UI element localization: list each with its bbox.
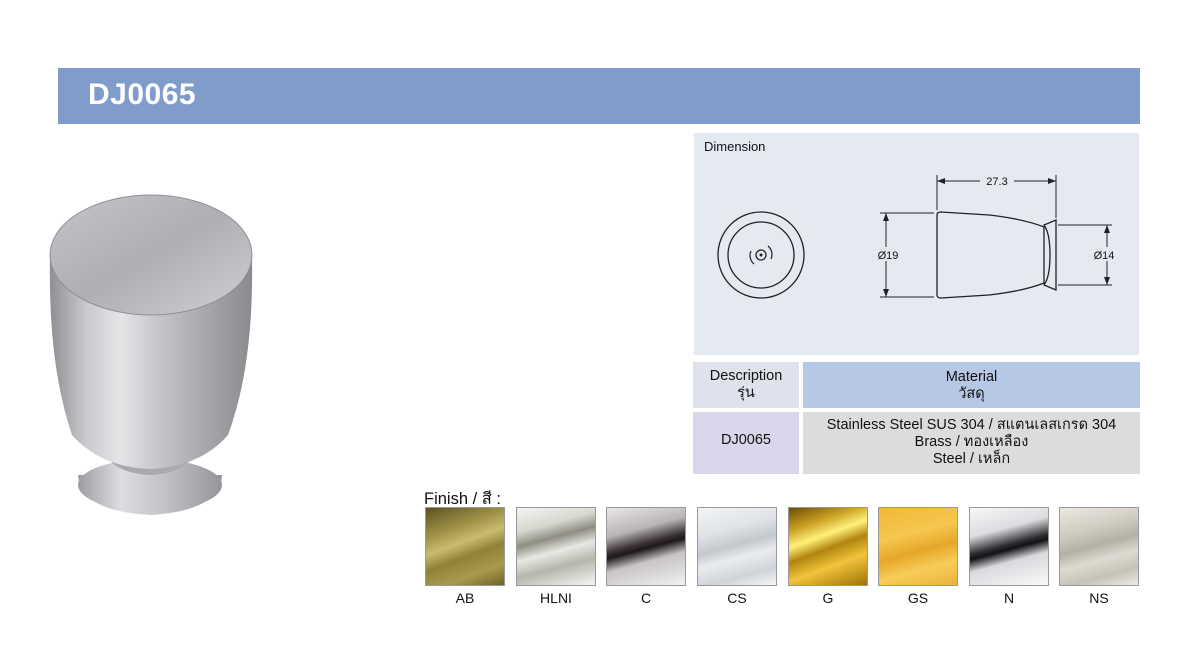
material-cell: Stainless Steel SUS 304 / สแตนเลสเกรด 30… xyxy=(803,412,1140,474)
material-line: Steel / เหล็ก xyxy=(932,451,1011,467)
material-header-label: Material xyxy=(945,369,998,385)
finish-label-ns: NS xyxy=(1089,590,1109,606)
finish-label-ab: AB xyxy=(455,590,475,606)
finish-swatch-n xyxy=(969,507,1049,586)
product-model-title: DJ0065 xyxy=(88,78,197,111)
front-view-center-screw xyxy=(755,249,767,261)
finish-label-c: C xyxy=(640,590,652,606)
finish-label-gs: GS xyxy=(907,590,929,606)
model-cell: DJ0065 xyxy=(693,412,799,474)
dimension-drawing: 27.3 Ø19 Ø14 xyxy=(717,173,1121,299)
large-diameter-label: Ø19 xyxy=(878,250,899,262)
finish-label-hlni: HLNI xyxy=(540,590,572,606)
finish-swatch-ns xyxy=(1059,507,1139,586)
finish-swatch-g xyxy=(788,507,868,586)
description-header: Description รุ่น xyxy=(693,362,799,408)
finish-label-n: N xyxy=(1003,590,1015,606)
material-header-label-th: วัสดุ xyxy=(958,386,985,402)
title-bar: DJ0065 xyxy=(58,68,1140,124)
finish-swatch-hlni xyxy=(516,507,596,586)
description-header-label: Description xyxy=(709,368,783,384)
finish-swatch-gs xyxy=(878,507,958,586)
finish-label-cs: CS xyxy=(727,590,747,606)
finish-swatch-c xyxy=(606,507,686,586)
material-line: Brass / ทองเหลือง xyxy=(914,434,1029,450)
small-diameter-label: Ø14 xyxy=(1094,250,1115,262)
finish-swatch-cs xyxy=(697,507,777,586)
dimension-panel: Dimension 27.3 Ø19 Ø14 xyxy=(694,133,1139,355)
material-header: Material วัสดุ xyxy=(803,362,1140,408)
length-dimension-label: 27.3 xyxy=(986,176,1007,188)
finish-swatch-ab xyxy=(425,507,505,586)
description-header-label-th: รุ่น xyxy=(737,385,755,401)
side-view-profile xyxy=(936,211,1045,299)
dimension-label: Dimension xyxy=(704,139,766,154)
finish-label-g: G xyxy=(822,590,834,606)
front-view-inner-circle xyxy=(727,221,795,289)
front-view-outer-circle xyxy=(717,211,805,299)
finish-title: Finish / สี : xyxy=(424,490,502,508)
model-value: DJ0065 xyxy=(721,432,771,448)
material-line: Stainless Steel SUS 304 / สแตนเลสเกรด 30… xyxy=(826,417,1117,433)
product-photo xyxy=(49,194,253,515)
